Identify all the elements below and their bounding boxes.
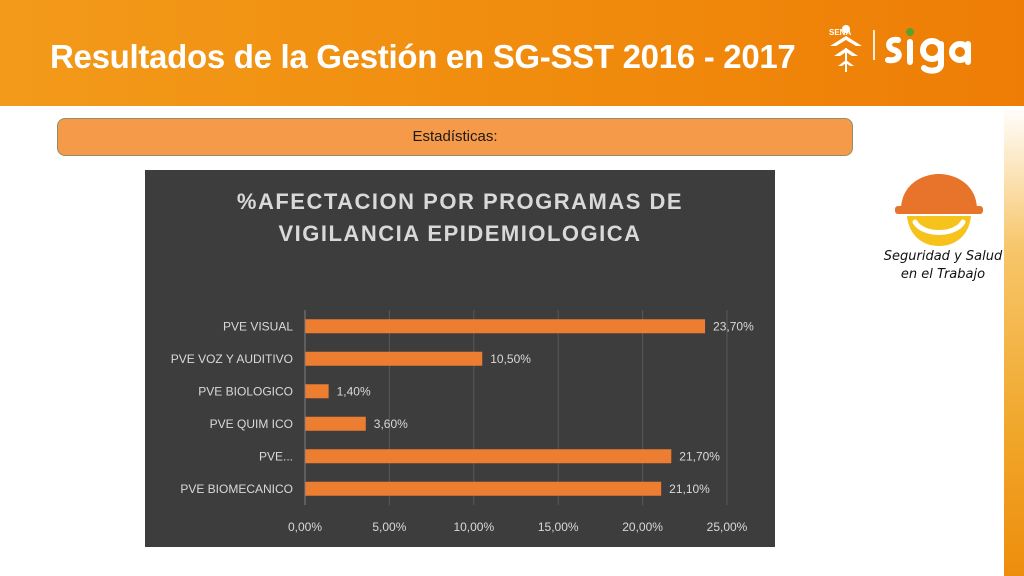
- chart-title-line-2: VIGILANCIA EPIDEMIOLOGICA: [278, 221, 642, 246]
- chart-title-line-1: %AFECTACION POR PROGRAMAS DE: [236, 189, 684, 214]
- x-tick-label: 10,00%: [453, 520, 494, 534]
- brand-caption-line-2: en el Trabajo: [900, 267, 986, 282]
- category-label: PVE VISUAL: [223, 319, 293, 333]
- category-label: PVE BIOMECANICO: [180, 482, 293, 496]
- brand-caption: Seguridad y Salud en el Trabajo: [883, 248, 1003, 284]
- data-label: 10,50%: [490, 352, 531, 366]
- x-tick-label: 20,00%: [622, 520, 663, 534]
- data-label: 23,70%: [713, 319, 754, 333]
- bar-6: [305, 481, 662, 496]
- data-label: 3,60%: [374, 417, 408, 431]
- brand-caption-line-1: Seguridad y Salud: [883, 249, 1003, 264]
- hardhat-smiley-icon: [895, 174, 983, 246]
- category-label: PVE BIOLOGICO: [198, 384, 293, 398]
- bar-3: [305, 384, 329, 399]
- section-label: Estadísticas:: [57, 118, 853, 156]
- x-tick-label: 0,00%: [288, 520, 322, 534]
- siga-logo-icon: [885, 28, 971, 74]
- sena-logo-icon: [830, 25, 862, 72]
- bar-4: [305, 416, 366, 431]
- side-decoration-stripe: [1004, 106, 1024, 576]
- bar-5: [305, 449, 672, 464]
- data-label: 1,40%: [337, 384, 371, 398]
- data-label: 21,70%: [679, 449, 720, 463]
- data-label: 21,10%: [669, 482, 710, 496]
- x-tick-label: 25,00%: [707, 520, 748, 534]
- chart-plot-area: 0,00% 5,00% 10,00% 15,00% 20,00% 25,00% PVE VI…: [171, 310, 754, 534]
- category-label: PVE QUIM ICO: [210, 417, 293, 431]
- chart-title: %AFECTACION POR PROGRAMAS DE VIGILANCIA …: [145, 186, 775, 250]
- x-tick-label: 5,00%: [372, 520, 406, 534]
- bar-chart: %AFECTACION POR PROGRAMAS DE VIGILANCIA …: [145, 170, 775, 547]
- category-label: PVE...: [259, 449, 293, 463]
- category-label: PVE VOZ Y AUDITIVO: [171, 352, 293, 366]
- bar-1: [305, 319, 706, 334]
- header-bar: Resultados de la Gestión en SG-SST 2016 …: [0, 0, 1024, 106]
- bar-2: [305, 351, 483, 366]
- logo-divider: [873, 30, 875, 60]
- x-tick-label: 15,00%: [538, 520, 579, 534]
- page-title: Resultados de la Gestión en SG-SST 2016 …: [50, 38, 796, 75]
- sena-label: SENA: [829, 28, 852, 37]
